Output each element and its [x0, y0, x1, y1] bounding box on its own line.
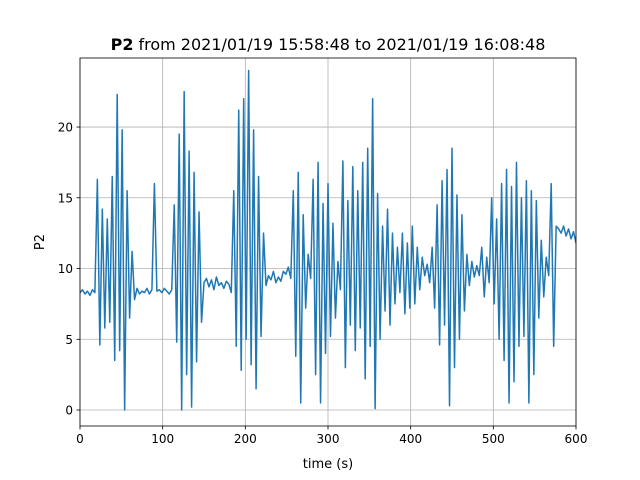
y-axis-label: P2: [33, 234, 48, 250]
y-tick-label: 20: [58, 121, 73, 135]
title-bold: P2: [111, 35, 134, 54]
x-tick-label: 100: [151, 432, 174, 446]
x-tick-label: 300: [317, 432, 340, 446]
x-tick-label: 0: [76, 432, 84, 446]
x-axis-label: time (s): [303, 457, 353, 472]
plot-frame: [79, 57, 577, 427]
x-tick-label: 600: [565, 432, 588, 446]
y-tick-label: 10: [58, 262, 73, 276]
title-text: from 2021/01/19 15:58:48 to 2021/01/19 1…: [138, 35, 545, 54]
y-tick-label: 5: [65, 333, 73, 347]
data-line: [80, 69, 576, 411]
chart-title: P2 from 2021/01/19 15:58:48 to 2021/01/19…: [111, 35, 546, 54]
y-tick-label: 0: [65, 404, 73, 418]
y-tick-label: 15: [58, 191, 73, 205]
x-tick-label: 500: [482, 432, 505, 446]
x-tick-label: 200: [234, 432, 257, 446]
x-tick-label: 400: [399, 432, 422, 446]
